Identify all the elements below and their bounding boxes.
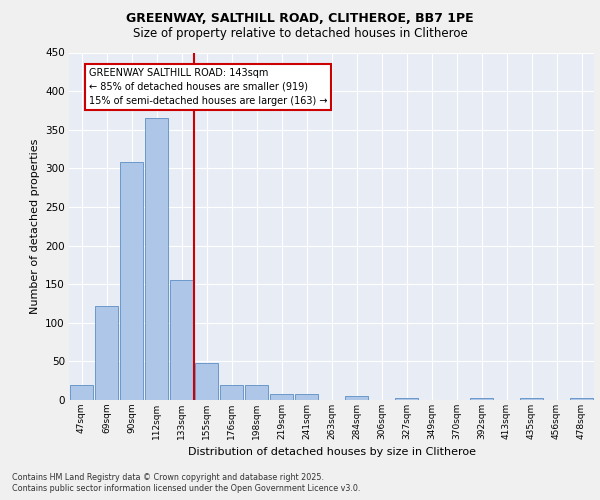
Bar [95, 306, 118, 400]
Bar [245, 384, 268, 400]
Bar [520, 398, 543, 400]
Bar [195, 363, 218, 400]
Bar [570, 398, 593, 400]
Bar [120, 162, 143, 400]
Text: GREENWAY, SALTHILL ROAD, CLITHEROE, BB7 1PE: GREENWAY, SALTHILL ROAD, CLITHEROE, BB7 … [126, 12, 474, 26]
Text: Contains public sector information licensed under the Open Government Licence v3: Contains public sector information licen… [12, 484, 361, 493]
Bar [270, 394, 293, 400]
Text: Contains HM Land Registry data © Crown copyright and database right 2025.: Contains HM Land Registry data © Crown c… [12, 472, 324, 482]
Text: GREENWAY SALTHILL ROAD: 143sqm
← 85% of detached houses are smaller (919)
15% of: GREENWAY SALTHILL ROAD: 143sqm ← 85% of … [89, 68, 328, 106]
Text: Size of property relative to detached houses in Clitheroe: Size of property relative to detached ho… [133, 28, 467, 40]
Bar [345, 396, 368, 400]
Bar [395, 398, 418, 400]
X-axis label: Distribution of detached houses by size in Clitheroe: Distribution of detached houses by size … [187, 448, 476, 458]
Bar [145, 118, 168, 400]
Y-axis label: Number of detached properties: Number of detached properties [29, 138, 40, 314]
Bar [170, 280, 193, 400]
Bar [295, 394, 318, 400]
Bar [70, 384, 93, 400]
Bar [470, 398, 493, 400]
Bar [220, 384, 243, 400]
